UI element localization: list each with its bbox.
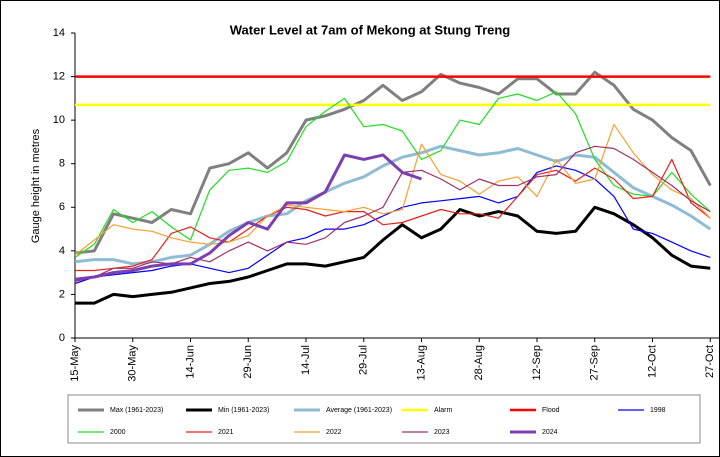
x-tick-label: 29-Jun	[242, 345, 254, 379]
legend-label: 2000	[110, 429, 126, 436]
legend-label: 2024	[542, 429, 558, 436]
y-tick-label: 6	[59, 201, 65, 213]
x-tick-label: 15-May	[69, 345, 81, 382]
x-tick-label: 27-Sep	[589, 345, 601, 380]
y-tick-label: 14	[53, 27, 65, 39]
legend-box	[67, 394, 701, 444]
chart-title: Water Level at 7am of Mekong at Stung Tr…	[230, 22, 511, 37]
x-tick-label: 12-Oct	[646, 345, 658, 378]
series-line	[75, 205, 711, 305]
series-line	[75, 153, 422, 281]
series-line	[75, 144, 712, 266]
legend-label: Max (1961-2023)	[110, 407, 163, 414]
x-tick-label: 13-Aug	[415, 345, 427, 380]
legend-label: 1998	[650, 407, 666, 414]
x-tick-label: 12-Sep	[531, 345, 543, 380]
y-axis-label: Gauge height in metres	[30, 128, 42, 243]
x-tick-label: 28-Aug	[473, 345, 485, 380]
series-line	[75, 123, 711, 256]
x-tick-label: 30-May	[127, 345, 139, 382]
y-tick-label: 0	[59, 332, 65, 344]
y-tick-label: 4	[59, 245, 65, 257]
x-tick-label: 29-Jul	[358, 345, 370, 375]
legend-label: Alarm	[434, 407, 452, 414]
y-tick-label: 8	[59, 158, 65, 170]
x-tick-label: 14-Jul	[300, 345, 312, 375]
series-line	[75, 145, 711, 282]
series-line	[75, 158, 711, 272]
x-tick-label: 27-Oct	[704, 345, 716, 378]
legend-label: Min (1961-2023)	[218, 407, 269, 414]
legend-label: Average (1961-2023)	[326, 407, 392, 414]
legend-label: 2022	[326, 429, 342, 436]
legend-label: Flood	[542, 407, 560, 414]
series-line	[75, 91, 711, 258]
legend-label: 2021	[218, 429, 234, 436]
legend-label: 2023	[434, 429, 450, 436]
x-tick-label: 14-Jun	[184, 345, 196, 379]
y-tick-label: 12	[53, 70, 65, 82]
series-line	[75, 70, 712, 255]
y-tick-label: 2	[59, 288, 65, 300]
y-tick-label: 10	[53, 114, 65, 126]
